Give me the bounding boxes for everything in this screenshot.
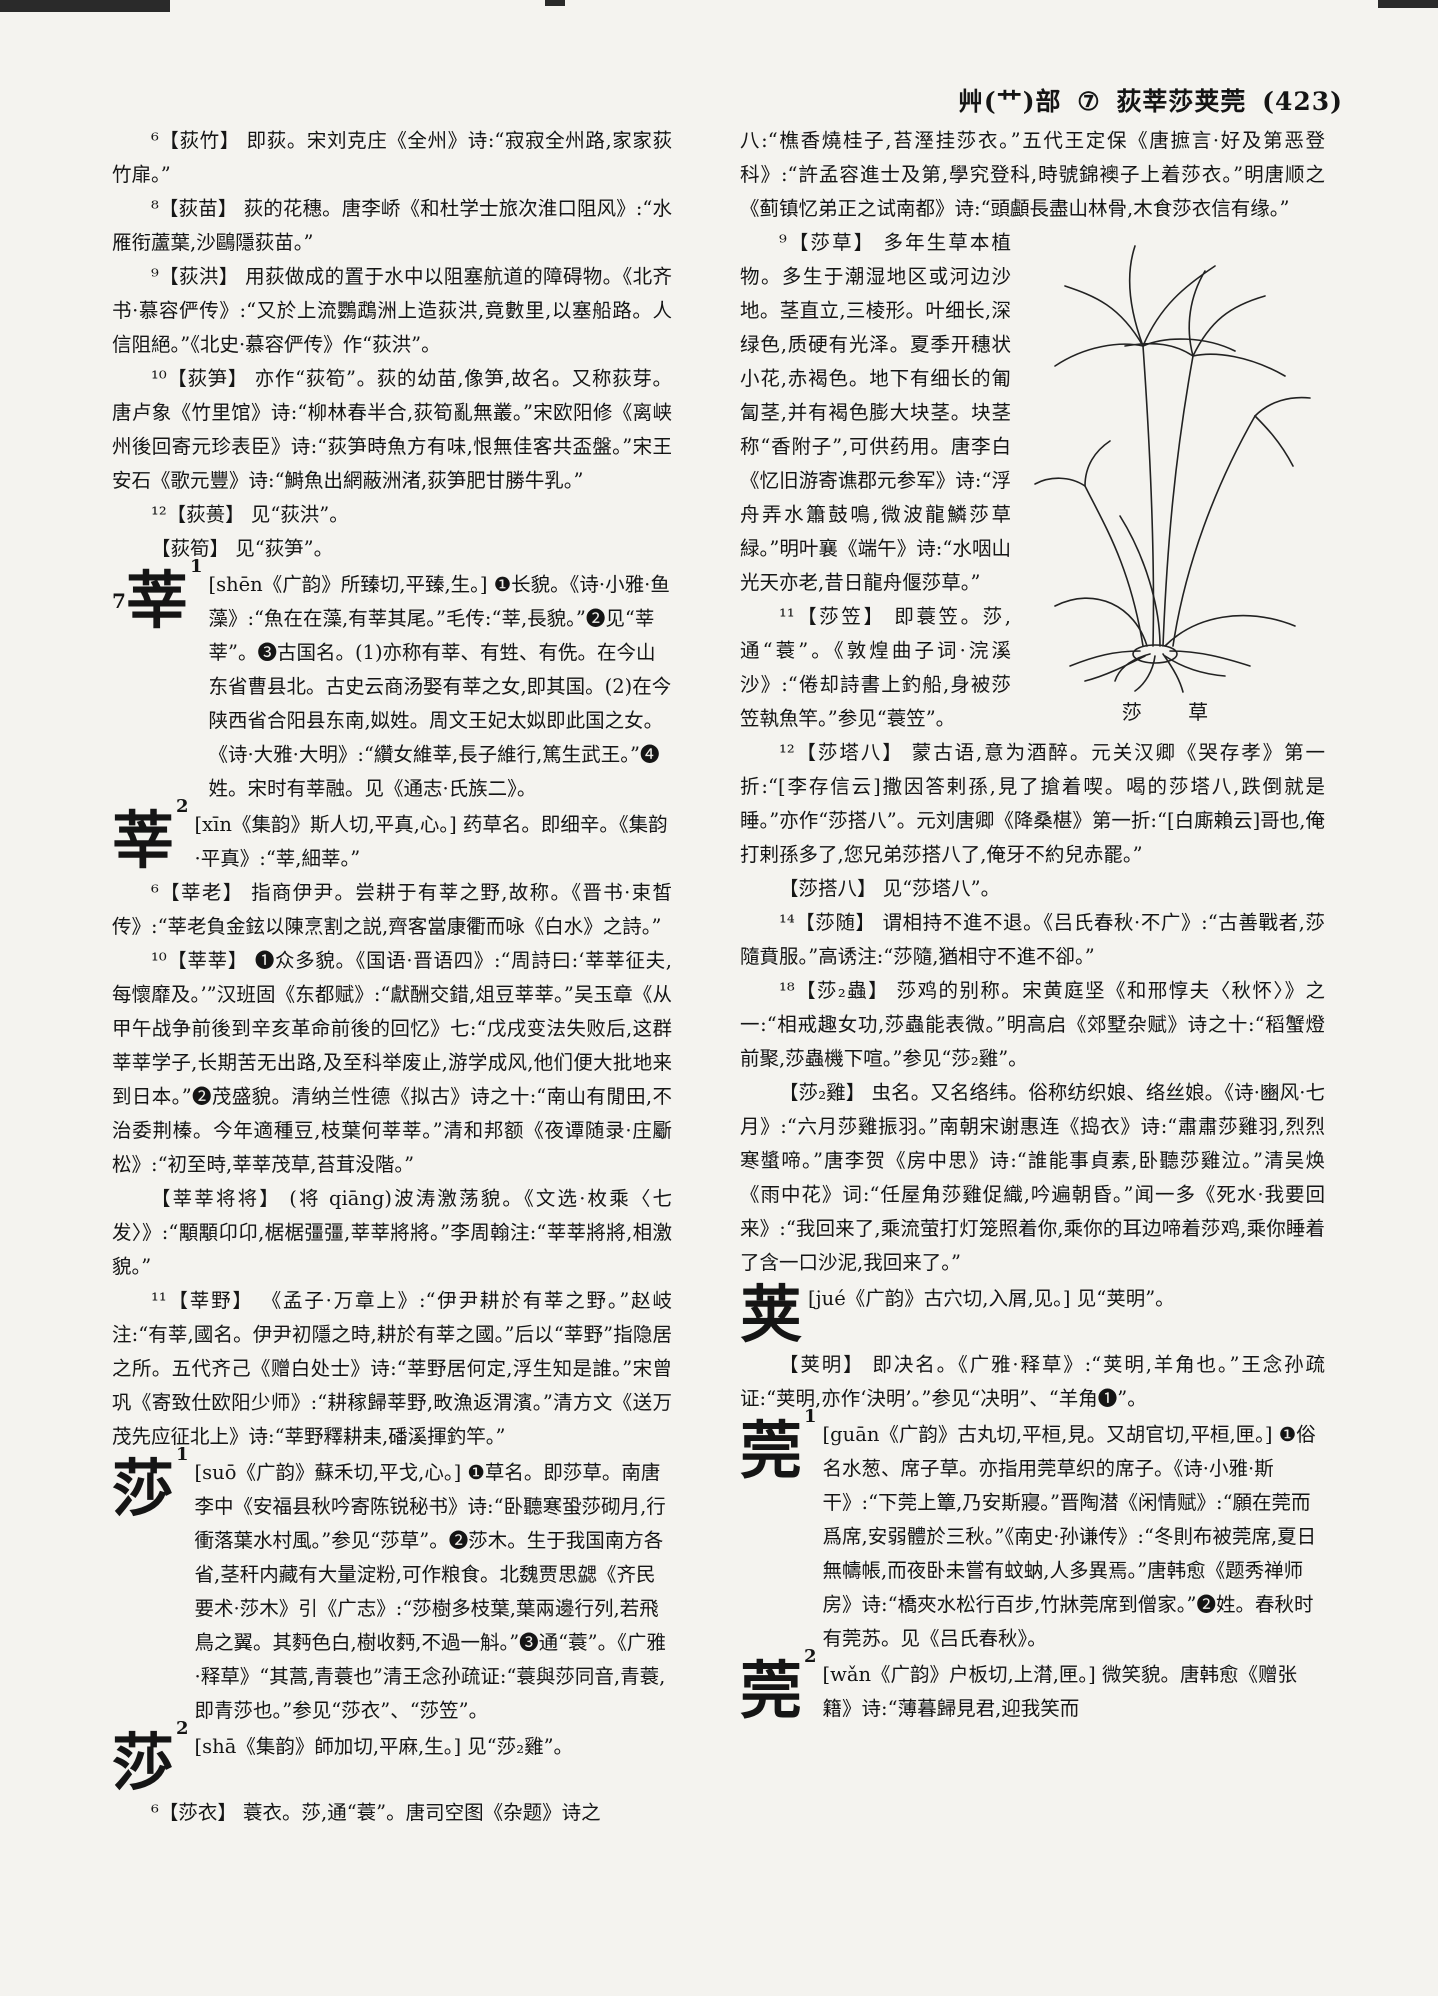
sub-entry: 【莎₂雞】 虫名。又名络纬。俗称纺织娘、络丝娘。《诗·豳风·七月》:“六月莎雞振… [740, 1081, 1325, 1274]
header-chars: 荻莘莎荚莞 [1116, 87, 1247, 116]
headword-definition: [shā《集韵》師加切,平麻,生。] 见“莎₂雞”。 [194, 1735, 574, 1758]
headword-definition: [jué《广韵》古穴切,入屑,见。] 见“荚明”。 [808, 1287, 1175, 1310]
headword-reading-number: 2 [176, 796, 189, 817]
headword-glyph: 莞 [740, 1654, 803, 1727]
headword-glyph: 荚 [740, 1278, 803, 1351]
sub-entry: ⁹【荻洪】 用荻做成的置于水中以阻塞航道的障碍物。《北齐书·慕容俨传》:“又於上… [112, 265, 672, 356]
running-header: 艸(艹)部 ⑦ 荻莘莎荚莞 (423) [952, 82, 1343, 118]
headword-stroke-count: 7 [112, 589, 126, 613]
headword-reading-number: 2 [176, 1718, 189, 1739]
scan-edge-mid [545, 0, 565, 6]
headword-entry: 莎 1 [suō《广韵》蘇禾切,平戈,心。] ❶草名。即莎草。南唐李中《安福县秋吟寄… [112, 1444, 672, 1728]
sub-entry: ¹¹【莎笠】 即蓑笠。莎,通“蓑”。《敦煌曲子词·浣溪沙》:“倦却詩書上釣船,身… [740, 605, 1011, 730]
sub-entry: 【荻筍】 见“荻笋”。 [151, 537, 334, 560]
headword-entry: 7莘 1 [shēn《广韵》所臻切,平臻,生。] ❶长貌。《诗·小雅·鱼藻》:“魚在… [112, 556, 672, 806]
headword-entry: 莘 2 [xīn《集韵》斯人切,平真,心。] 药草名。即细辛。《集韵·平真》:“莘,… [112, 796, 672, 876]
sub-entry: ¹⁰【荻笋】 亦作“荻筍”。荻的幼苗,像笋,故名。又称荻芽。唐卢象《竹里馆》诗:… [112, 367, 672, 492]
sub-entry: ¹⁸【莎₂蟲】 莎鸡的别称。宋黄庭坚《和邢惇夫〈秋怀〉》之一:“相戒趣女功,莎蟲… [740, 979, 1325, 1070]
sub-entry: ⁹【莎草】 多年生草本植物。多生于潮湿地区或河边沙地。茎直立,三棱形。叶细长,深… [740, 231, 1011, 594]
sub-entry: ⁶【荻竹】 即荻。宋刘克庄《全州》诗:“寂寂全州路,家家荻竹扉。” [112, 129, 672, 186]
header-section: 艸(艹)部 [957, 87, 1062, 116]
sedge-plant-icon [1034, 245, 1311, 693]
headword-entry: 荚 [jué《广韵》古穴切,入屑,见。] 见“荚明”。 [740, 1282, 1325, 1348]
headword-definition: [xīn《集韵》斯人切,平真,心。] 药草名。即细辛。《集韵·平真》:“莘,細莘… [194, 813, 668, 870]
sub-entry: ¹²【莎塔八】 蒙古语,意为酒醉。元关汉卿《哭存孝》第一折:“[李存信云]撒因答… [740, 741, 1325, 866]
sub-entry: ¹⁴【莎随】 谓相持不進不退。《吕氏春秋·不广》:“古善戰者,莎隨賁服。”高诱注… [740, 911, 1325, 968]
headword-char: 荚 [740, 1282, 802, 1348]
sub-entry: ¹⁰【莘莘】 ❶众多貌。《国语·晋语四》:“周詩曰:‘莘莘征夫,每懷靡及。’”汉… [112, 949, 672, 1176]
figure-caption: 莎 草 [1121, 700, 1229, 724]
scan-edge-right [1378, 0, 1438, 8]
sub-entry: 【莘莘将将】 (将 qiāng)波涛激荡貌。《文选·枚乘〈七发〉》:“顒顒卬卬,… [112, 1187, 672, 1278]
sub-entry: ⁶【莎衣】 蓑衣。莎,通“蓑”。唐司空图《杂题》诗之 [151, 1801, 601, 1824]
header-strokes: ⑦ [1077, 87, 1101, 116]
left-column: ⁶【荻竹】 即荻。宋刘克庄《全州》诗:“寂寂全州路,家家荻竹扉。” ⁸【荻苗】 荻… [112, 124, 672, 1830]
headword-reading-number: 1 [189, 556, 203, 577]
right-entries: ¹²【莎塔八】 蒙古语,意为酒醉。元关汉卿《哭存孝》第一折:“[李存信云]撒因答… [740, 736, 1325, 1726]
sub-entry: 【荚明】 即决名。《广雅·释草》:“荚明,羊角也。”王念孙疏证:“荚明,亦作‘決… [740, 1353, 1325, 1410]
sedge-illustration: 莎 草 [1025, 226, 1325, 731]
sub-entry: ¹¹【莘野】 《孟子·万章上》:“伊尹耕於有莘之野。”赵岐注:“有莘,國名。伊尹… [112, 1289, 672, 1448]
header-page-number: (423) [1262, 87, 1343, 116]
headword-definition: [shēn《广韵》所臻切,平臻,生。] ❶长貌。《诗·小雅·鱼藻》:“魚在在藻,… [208, 573, 672, 800]
headword-glyph: 莎 [112, 1452, 175, 1525]
scan-edge-left [0, 0, 170, 12]
headword-reading-number: 1 [176, 1444, 189, 1465]
right-wrapped-entries: ⁹【莎草】 多年生草本植物。多生于潮湿地区或河边沙地。茎直立,三棱形。叶细长,深… [740, 226, 1325, 736]
headword-definition: [wǎn《广韵》户板切,上潸,匣。] 微笑貌。唐韩愈《赠张籍》诗:“薄暮歸見君,… [822, 1663, 1297, 1720]
headword-char: 7莘 1 [112, 556, 202, 634]
headword-glyph: 莘 [125, 564, 188, 637]
headword-entry: 莞 1 [guān《广韵》古丸切,平桓,見。又胡官切,平桓,匣。] ❶俗名水葱、席子… [740, 1406, 1325, 1656]
headword-glyph: 莞 [740, 1414, 803, 1487]
headword-reading-number: 2 [804, 1646, 817, 1667]
headword-entry: 莞 2 [wǎn《广韵》户板切,上潸,匣。] 微笑貌。唐韩愈《赠张籍》诗:“薄暮歸見… [740, 1646, 1325, 1726]
sub-entry: ⁸【荻苗】 荻的花穗。唐李峤《和杜学士旅次淮口阻风》:“水雁衔蘆葉,沙鷗隱荻苗。… [112, 197, 672, 254]
headword-glyph: 莎 [112, 1726, 175, 1799]
entry-continuation: 八:“樵香燒桂子,苔溼挂莎衣。”五代王定保《唐摭言·好及第恶登科》:“許孟容進士… [740, 129, 1325, 220]
headword-definition: [guān《广韵》古丸切,平桓,見。又胡官切,平桓,匣。] ❶俗名水葱、席子草。… [822, 1423, 1317, 1650]
headword-entry: 莎 2 [shā《集韵》師加切,平麻,生。] 见“莎₂雞”。 [112, 1718, 672, 1796]
headword-definition: [suō《广韵》蘇禾切,平戈,心。] ❶草名。即莎草。南唐李中《安福县秋吟寄陈锐… [194, 1461, 666, 1722]
sub-entry: ⁶【莘老】 指商伊尹。尝耕于有莘之野,故称。《晋书·束皙传》:“莘老負金鉉以陳烹… [112, 881, 672, 938]
sub-entry: 【莎搭八】 见“莎塔八”。 [779, 877, 1001, 900]
headword-reading-number: 1 [804, 1406, 817, 1427]
sub-entry: ¹²【荻蒉】 见“荻洪”。 [151, 503, 349, 526]
right-column: 八:“樵香燒桂子,苔溼挂莎衣。”五代王定保《唐摭言·好及第恶登科》:“許孟容進士… [740, 124, 1325, 1726]
headword-glyph: 莘 [112, 804, 175, 877]
